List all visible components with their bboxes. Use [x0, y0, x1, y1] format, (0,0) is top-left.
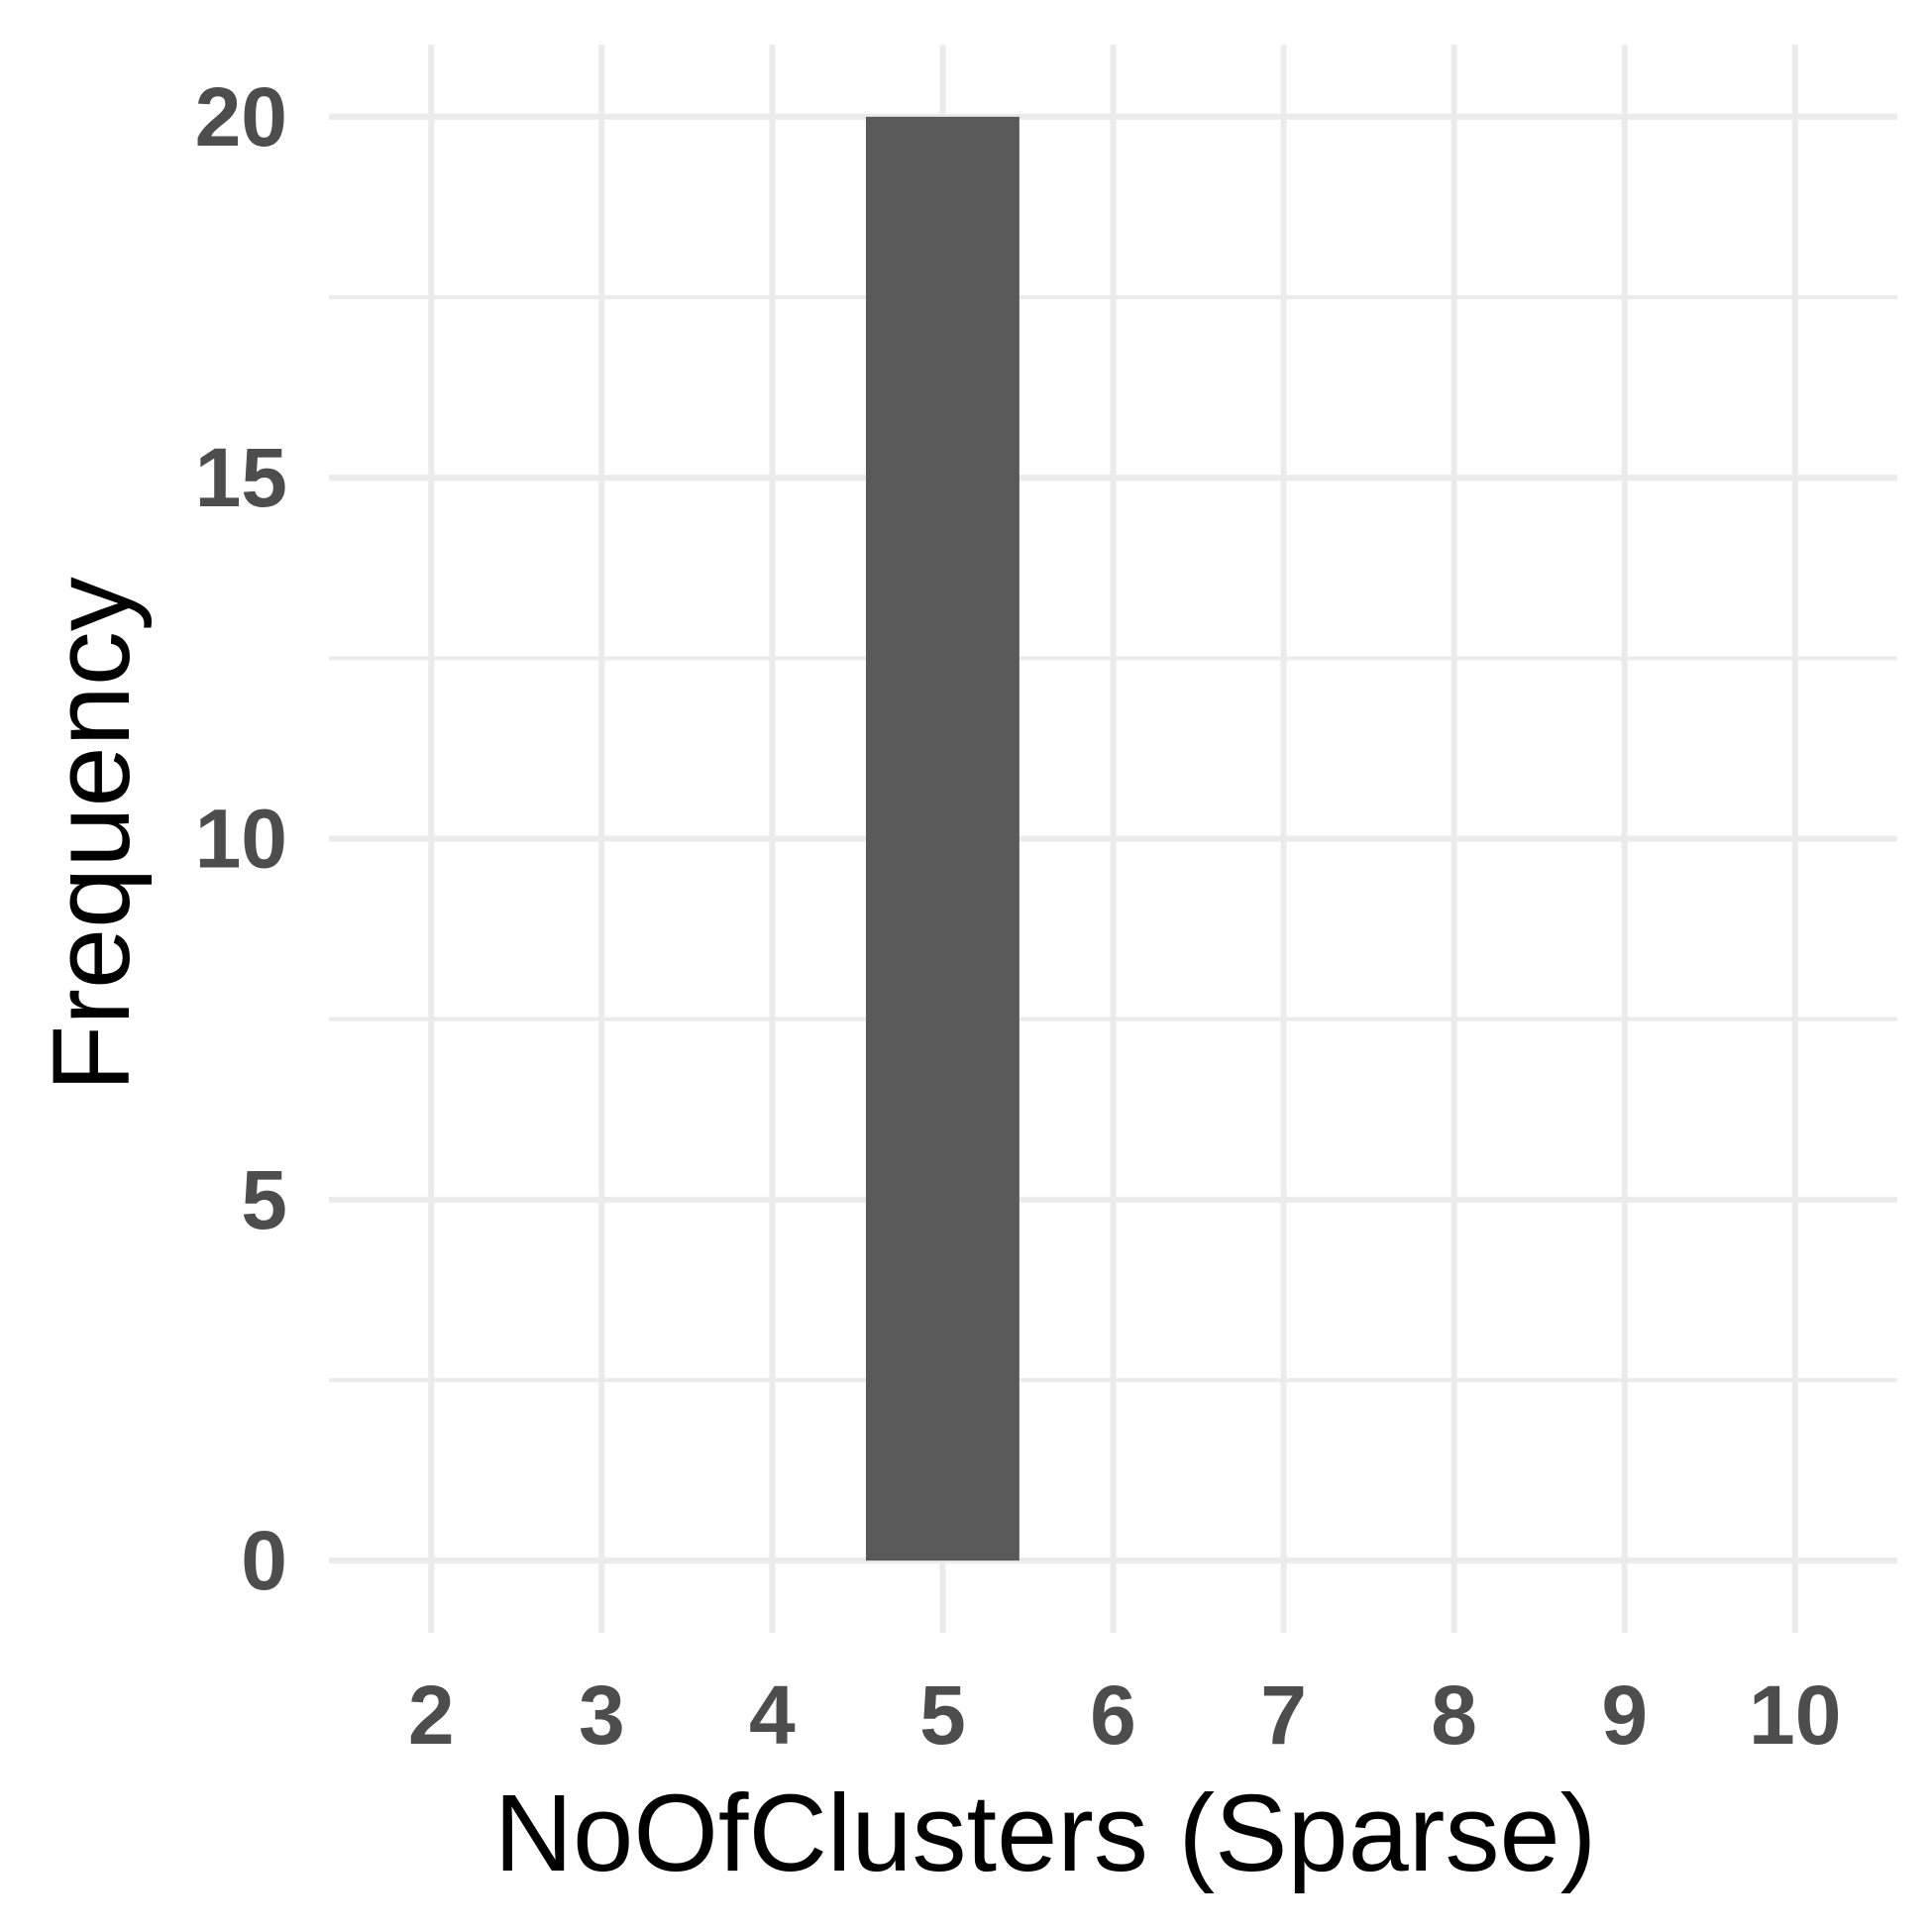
x-tick-label: 10: [1749, 1668, 1841, 1762]
x-tick-label: 8: [1431, 1668, 1477, 1762]
bar: [866, 116, 1020, 1561]
x-tick-label: 4: [749, 1668, 796, 1762]
x-tick-label: 3: [579, 1668, 625, 1762]
x-tick-label: 5: [919, 1668, 966, 1762]
y-tick-labels: 0 5 10 15 20: [195, 70, 287, 1607]
x-tick-labels: 2 3 4 5 6 7 8 9 10: [408, 1668, 1842, 1762]
x-tick-label: 9: [1601, 1668, 1648, 1762]
x-axis-title: NoOfClusters (Sparse): [494, 1772, 1597, 1894]
x-tick-label: 6: [1090, 1668, 1136, 1762]
y-tick-label: 0: [241, 1514, 287, 1607]
y-tick-label: 15: [195, 431, 287, 524]
y-tick-label: 20: [195, 70, 287, 163]
y-tick-label: 5: [241, 1153, 287, 1246]
x-tick-label: 2: [408, 1668, 455, 1762]
x-tick-label: 7: [1260, 1668, 1307, 1762]
y-tick-label: 10: [195, 793, 287, 886]
bars: [866, 116, 1020, 1561]
y-axis-title: Frequency: [31, 577, 153, 1092]
major-gridlines: [329, 45, 1897, 1633]
